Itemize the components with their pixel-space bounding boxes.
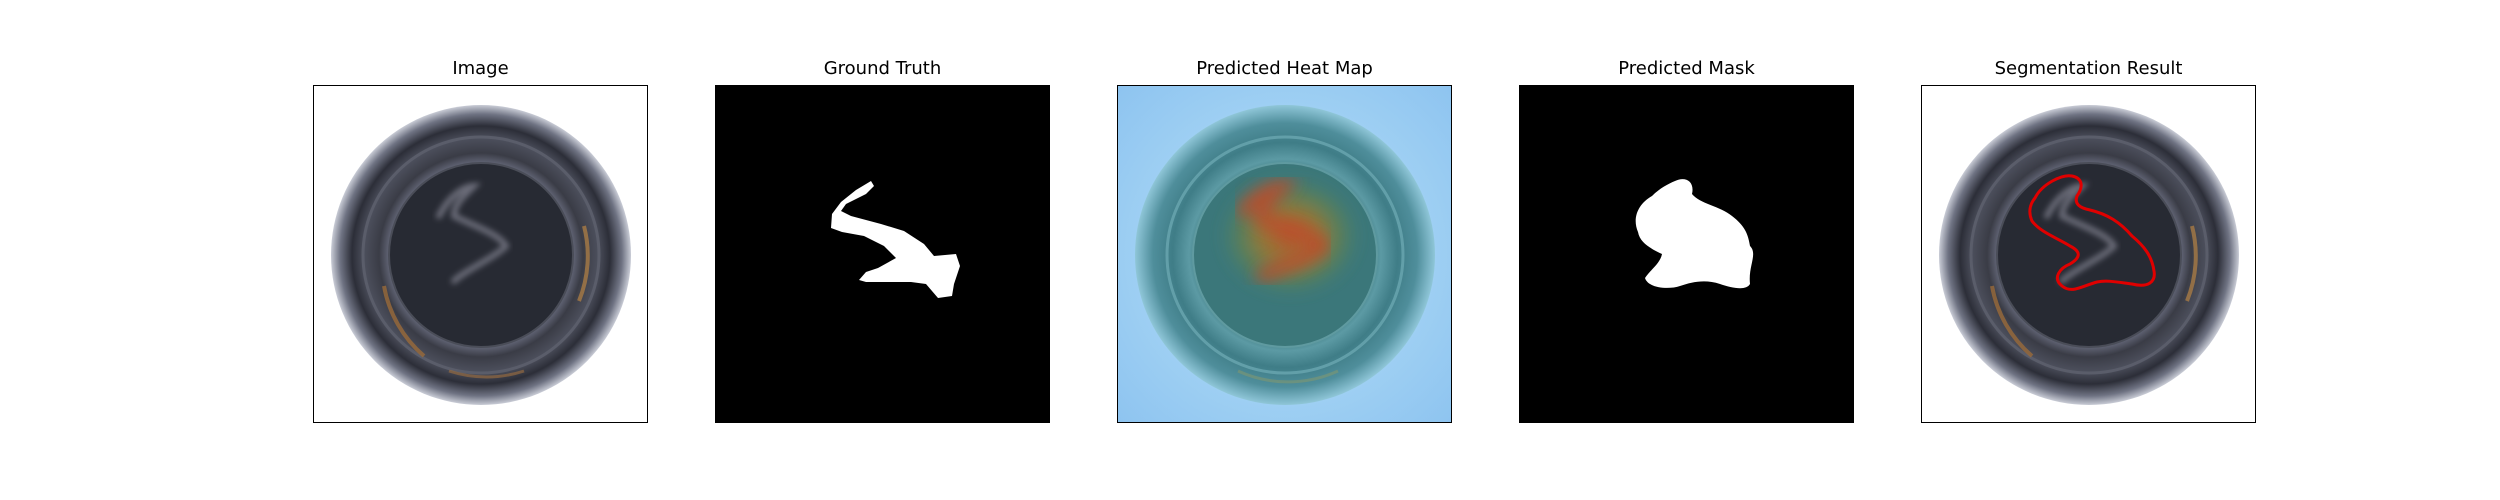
bottle-cap-image [314, 86, 647, 422]
panel-title-segmentation-result: Segmentation Result [1994, 58, 2183, 79]
heat-map-panel [1117, 85, 1452, 423]
panel-title-image: Image [452, 58, 509, 79]
panel-title-heat-map: Predicted Heat Map [1196, 58, 1373, 79]
predicted-mask [1520, 86, 1853, 422]
segmentation-contour [2028, 174, 2156, 291]
segmentation-result-panel [1921, 85, 2256, 423]
ground-truth-mask [716, 86, 1049, 422]
segmentation-overlay [1922, 86, 2255, 422]
ground-truth-panel [715, 85, 1050, 423]
image-panel [313, 85, 648, 423]
predicted-mask-panel [1519, 85, 1854, 423]
heat-map-image [1118, 86, 1451, 422]
panel-title-predicted-mask: Predicted Mask [1618, 58, 1755, 79]
panel-title-ground-truth: Ground Truth [823, 58, 942, 79]
